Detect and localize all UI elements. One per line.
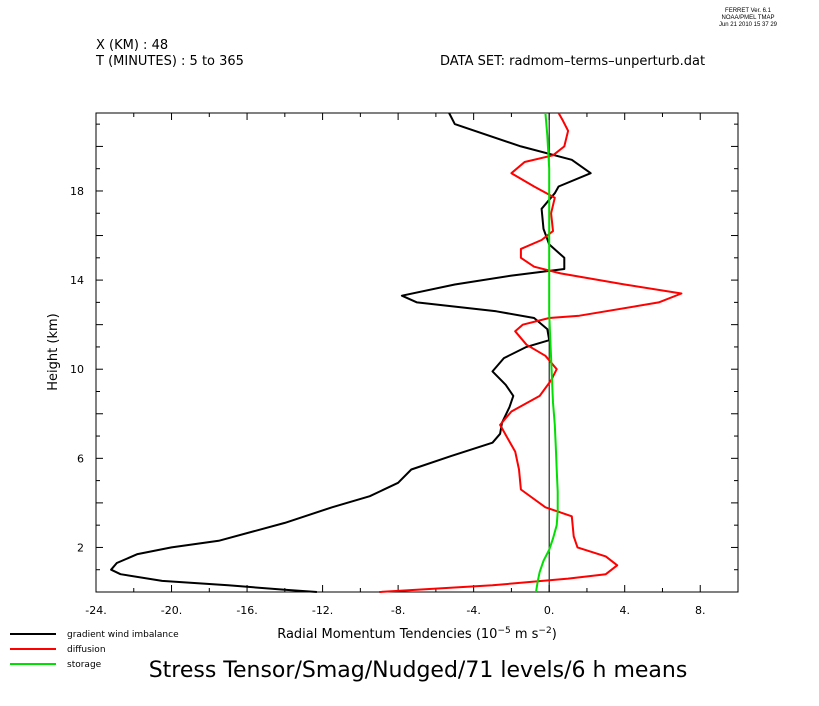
series-line-2 xyxy=(379,112,683,593)
legend-label: storage xyxy=(67,660,102,670)
t-info-label: T (MINUTES) : 5 to 365 xyxy=(95,54,244,69)
ferret-org-stamp: NOAA/PMEL TMAP xyxy=(721,15,774,21)
x-info-label: X (KM) : 48 xyxy=(96,38,168,53)
y-tick-label: 18 xyxy=(70,185,84,198)
x-tick-label: -12. xyxy=(312,604,333,617)
x-axis-title: Radial Momentum Tendencies (10−5 m s−2) xyxy=(277,626,557,642)
series-group xyxy=(110,112,683,593)
ferret-version-stamp: FERRET Ver. 6.1 xyxy=(725,8,772,14)
x-tick-label: -16. xyxy=(236,604,257,617)
x-tick-labels: -24. -20. -16. -12. -8. -4. 0. 4. 8. xyxy=(85,604,705,617)
series-line-3 xyxy=(535,112,559,593)
plot-frame xyxy=(95,112,739,593)
series-line-1 xyxy=(110,112,592,593)
dataset-label: DATA SET: radmom–terms–unperturb.dat xyxy=(440,54,705,69)
axis-ticks xyxy=(95,113,739,592)
x-tick-label: -24. xyxy=(85,604,106,617)
x-tick-label: 0. xyxy=(544,604,555,617)
legend-label: diffusion xyxy=(67,645,106,655)
ferret-date-stamp: Jun 21 2010 15 37 29 xyxy=(719,22,778,28)
x-tick-label: 8. xyxy=(695,604,706,617)
y-axis-title: Height (km) xyxy=(46,313,61,390)
x-tick-label: 4. xyxy=(619,604,630,617)
y-tick-label: 10 xyxy=(70,363,84,376)
x-tick-label: -4. xyxy=(466,604,480,617)
y-tick-label: 14 xyxy=(70,274,84,287)
y-tick-labels: 2 6 10 14 18 xyxy=(70,185,84,554)
legend: gradient wind imbalance diffusion storage xyxy=(10,630,179,670)
y-tick-label: 2 xyxy=(77,541,84,554)
legend-label: gradient wind imbalance xyxy=(67,630,179,640)
x-tick-label: -8. xyxy=(391,604,405,617)
chart-title: Stress Tensor/Smag/Nudged/71 levels/6 h … xyxy=(149,658,688,683)
y-tick-label: 6 xyxy=(77,452,84,465)
x-tick-label: -20. xyxy=(161,604,182,617)
